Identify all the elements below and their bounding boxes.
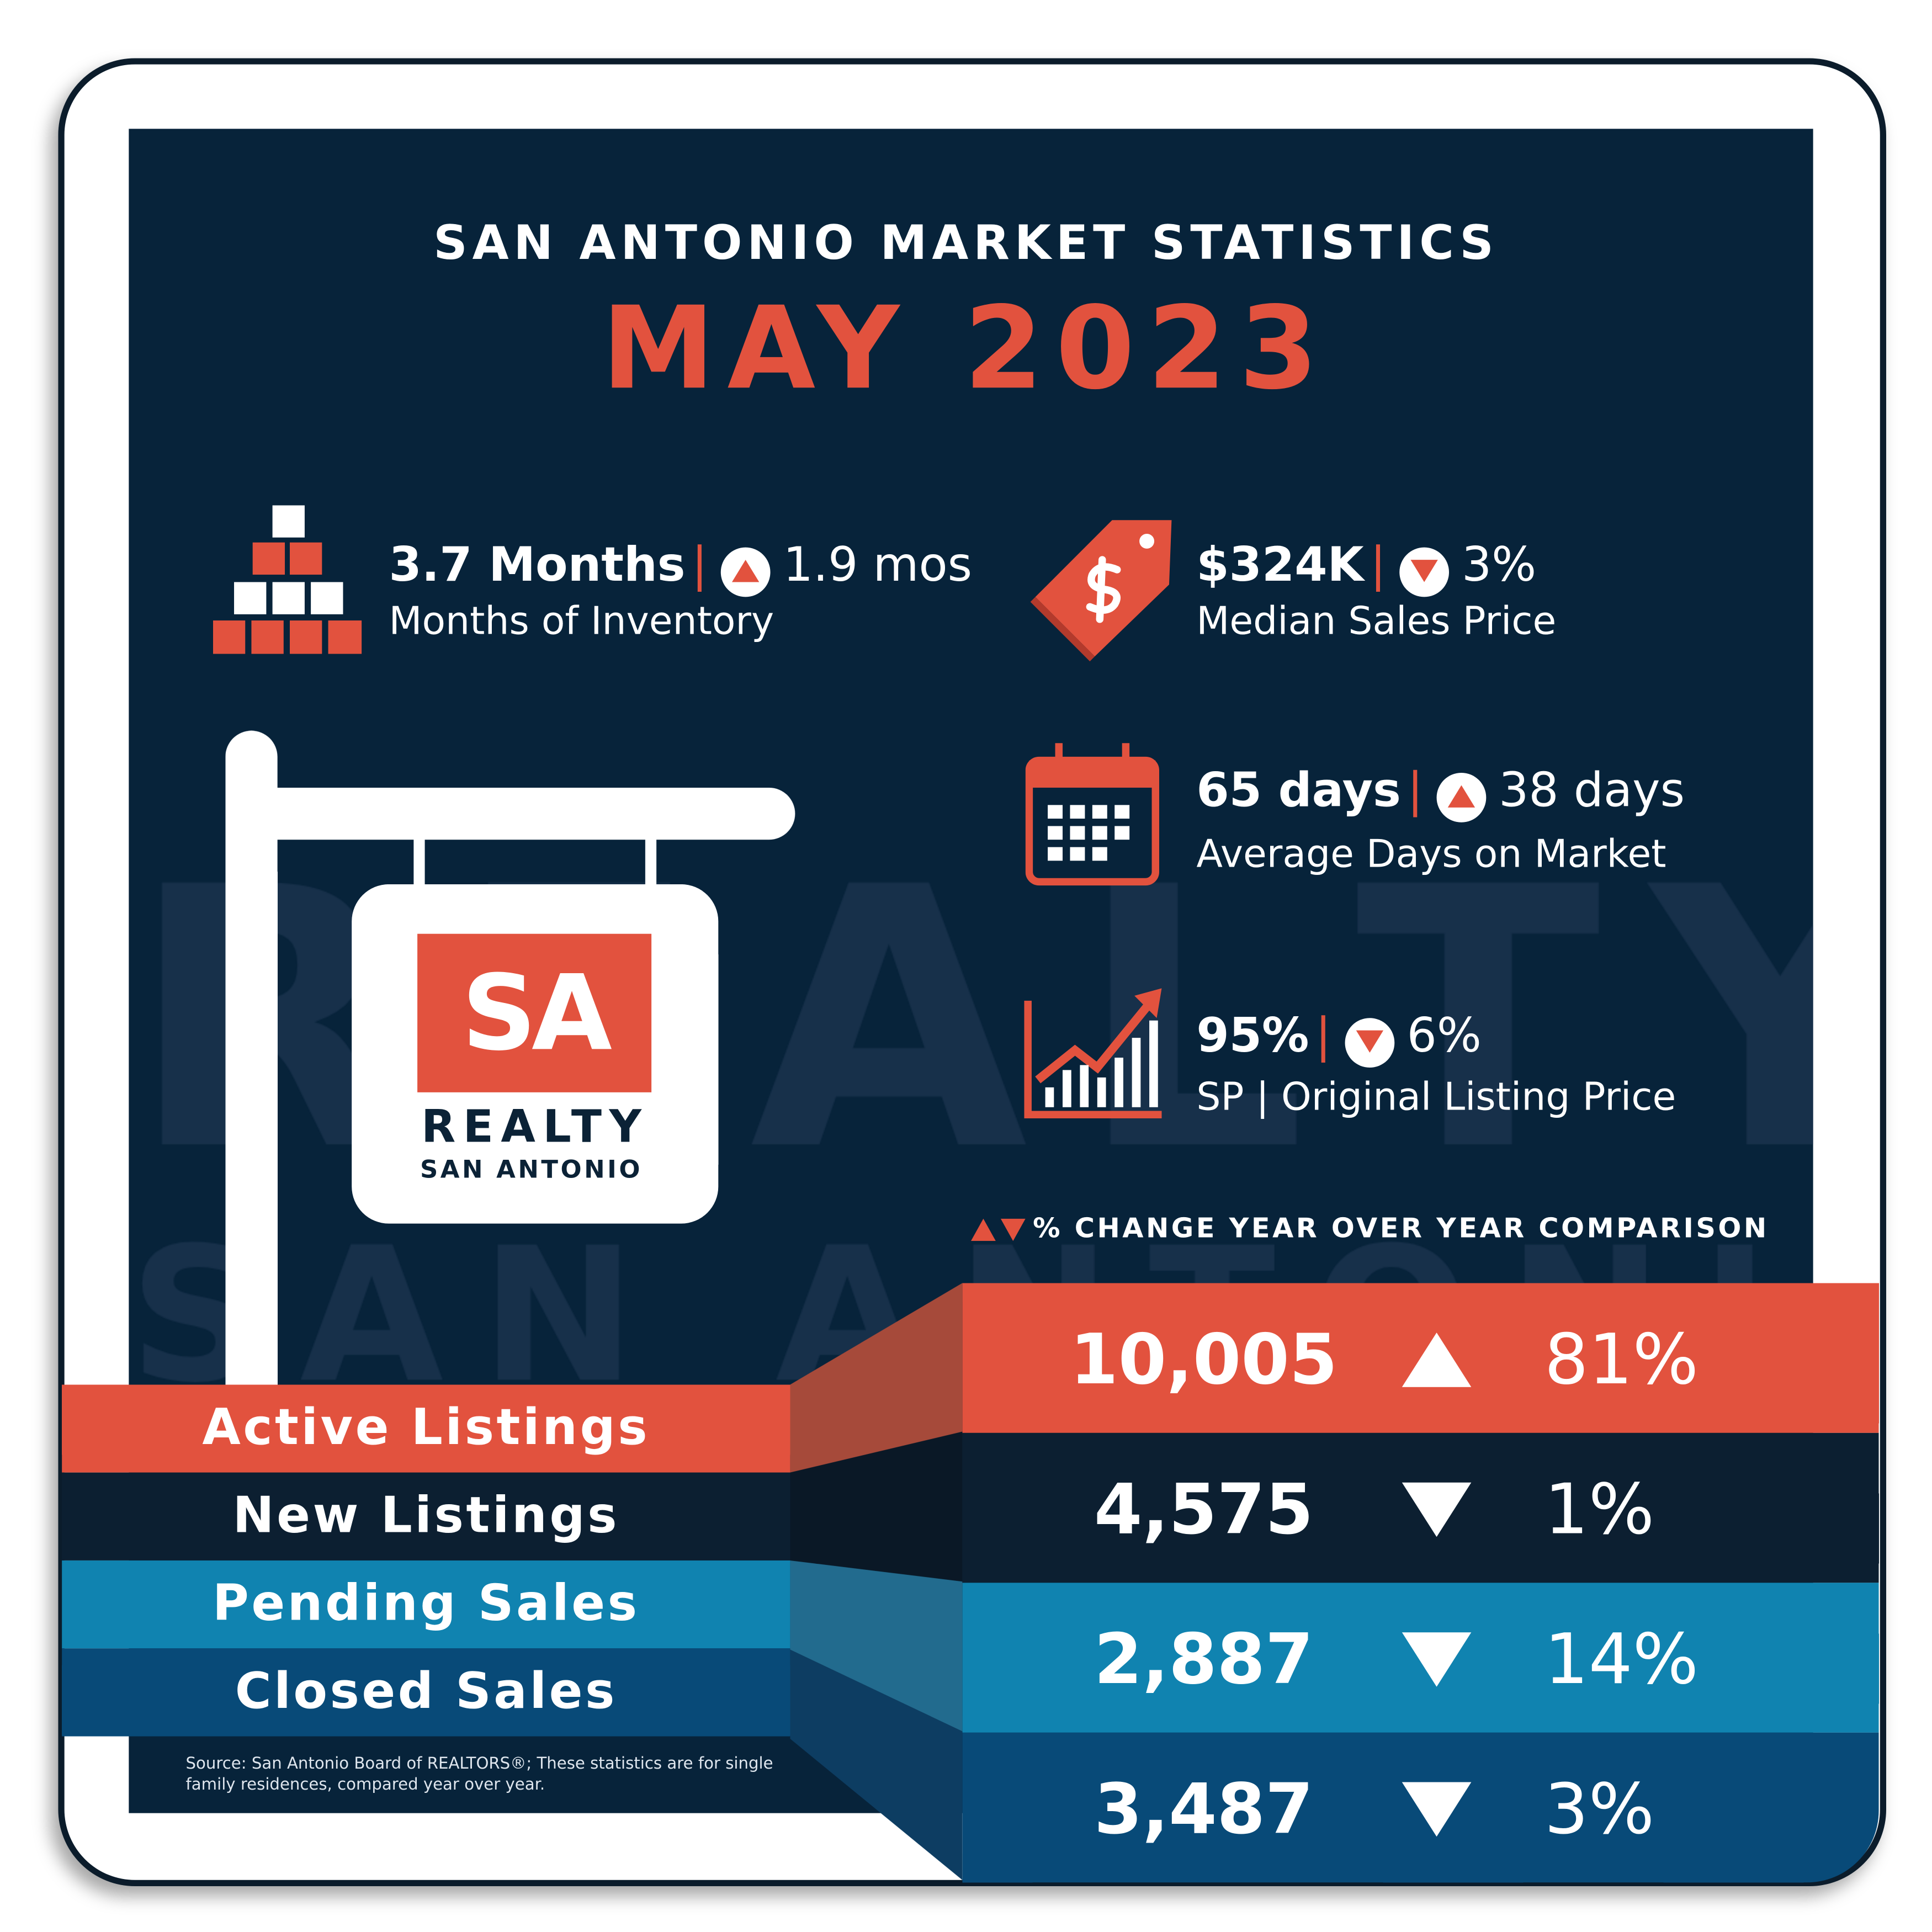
boxes-icon <box>213 505 362 654</box>
stat-change: 38 days <box>1499 763 1685 818</box>
period-title: MAY 2023 <box>601 282 1331 415</box>
row-label-active-listings: Active Listings <box>62 1384 790 1473</box>
source-note: Source: San Antonio Board of REALTORS®; … <box>185 1755 773 1795</box>
price-tag-icon <box>1030 520 1172 662</box>
down-arrow-icon <box>1402 1482 1472 1537</box>
legend-text: % CHANGE YEAR OVER YEAR COMPARISON <box>1033 1213 1769 1245</box>
stat-value: 3.7 Months <box>389 537 686 592</box>
calendar-icon <box>1025 743 1160 886</box>
sign-chain <box>645 837 657 887</box>
divider: | <box>691 537 708 592</box>
stat-value: $324K <box>1196 537 1364 592</box>
row-value: 2,887 <box>1094 1620 1314 1701</box>
stat-value: 65 days <box>1196 763 1401 818</box>
divider: | <box>1370 537 1386 592</box>
up-arrow-icon <box>721 546 771 597</box>
row-change: 14% <box>1544 1620 1699 1701</box>
sign-post <box>225 730 278 1387</box>
stat-median-price: $324K | 3% <box>1196 538 1536 604</box>
stat-sp-olp: 95% | 6% <box>1196 1008 1482 1074</box>
up-arrow-icon <box>1436 772 1487 822</box>
row-new-listings: 4,575 1% <box>962 1432 1879 1583</box>
stat-change: 3% <box>1461 537 1537 592</box>
growth-chart-icon <box>1024 988 1162 1118</box>
stat-label: Months of Inventory <box>389 599 774 644</box>
row-value: 4,575 <box>1094 1470 1314 1551</box>
stat-change: 1.9 mos <box>783 537 973 592</box>
logo-name: REALTY <box>421 1102 649 1153</box>
stat-days-on-market: 65 days | 38 days <box>1196 763 1685 829</box>
divider: | <box>1407 763 1424 818</box>
down-arrow-icon <box>1345 1017 1395 1067</box>
row-active-listings: 10,005 81% <box>962 1283 1879 1433</box>
connector-shapes <box>790 1283 963 1880</box>
row-change: 3% <box>1544 1770 1655 1850</box>
stat-label: SP | Original Listing Price <box>1196 1075 1676 1120</box>
connector-new <box>790 1431 963 1582</box>
logo-city: SAN ANTONIO <box>420 1154 643 1184</box>
connector-pending <box>790 1560 963 1732</box>
stat-label: Median Sales Price <box>1196 599 1557 644</box>
row-label-closed-sales: Closed Sales <box>62 1648 790 1737</box>
row-change: 81% <box>1544 1320 1699 1401</box>
down-arrow-icon <box>1399 546 1450 597</box>
stat-change: 6% <box>1406 1008 1482 1063</box>
stat-inventory: 3.7 Months | 1.9 mos <box>389 538 972 604</box>
down-arrow-icon <box>1402 1782 1472 1837</box>
up-arrow-icon <box>1402 1333 1472 1387</box>
row-value: 3,487 <box>1094 1770 1314 1850</box>
row-label-pending-sales: Pending Sales <box>62 1560 790 1649</box>
sign-chain <box>413 837 425 887</box>
page-title: SAN ANTONIO MARKET STATISTICS <box>433 215 1499 270</box>
divider: | <box>1315 1008 1331 1063</box>
row-label-new-listings: New Listings <box>62 1472 790 1561</box>
row-pending-sales: 2,887 14% <box>962 1583 1879 1733</box>
row-change: 1% <box>1544 1470 1655 1551</box>
row-value: 10,005 <box>1070 1320 1338 1401</box>
stat-value: 95% <box>1196 1008 1309 1063</box>
stat-label: Average Days on Market <box>1196 832 1666 877</box>
legend: % CHANGE YEAR OVER YEAR COMPARISON <box>970 1213 1769 1245</box>
down-arrow-icon <box>1402 1632 1472 1687</box>
connector-closed <box>790 1649 963 1880</box>
sign-arm <box>225 787 795 840</box>
row-closed-sales: 3,487 3% <box>962 1732 1879 1883</box>
legend-arrows-icon <box>970 1218 1026 1241</box>
logo-mark: SA <box>417 933 652 1092</box>
sign-board: SA REALTY SAN ANTONIO <box>352 884 719 1224</box>
connector-active <box>790 1283 963 1473</box>
